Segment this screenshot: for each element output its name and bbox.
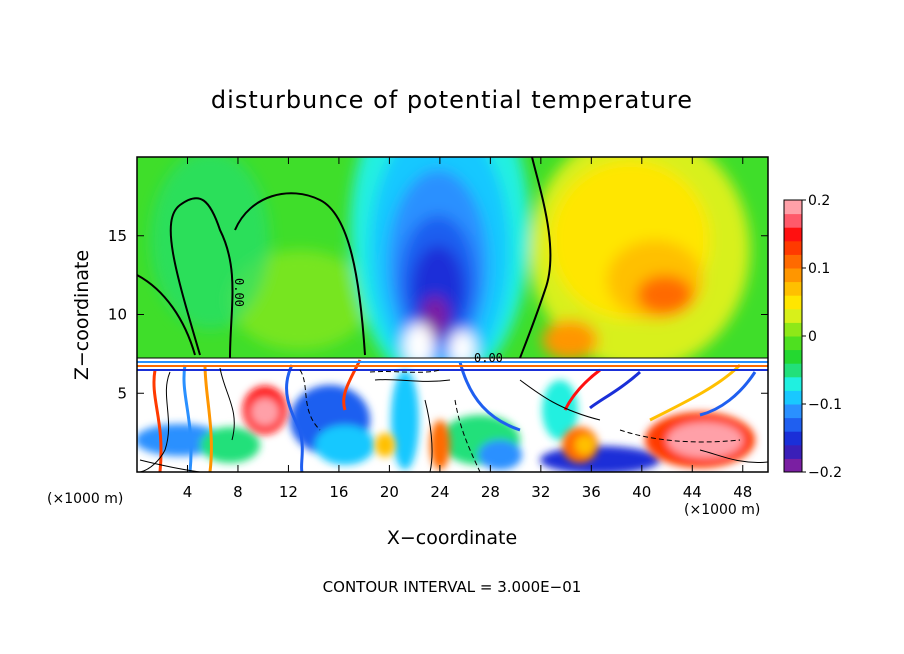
- colorbar-swatch: [784, 376, 802, 391]
- colorbar-swatch: [784, 200, 802, 215]
- x-tick-label: 12: [279, 483, 298, 501]
- y-tick-label: 10: [108, 306, 127, 324]
- upper-field: [137, 157, 768, 358]
- contour-zero-mid: [234, 192, 366, 356]
- y-tick-label: 15: [108, 227, 127, 245]
- x-tick-label: 36: [582, 483, 601, 501]
- colorbar-swatch: [784, 295, 802, 310]
- lower-field: [137, 358, 768, 472]
- colorbar-swatch: [784, 417, 802, 432]
- colorbar-swatch: [784, 308, 802, 323]
- colorbar-swatch: [784, 254, 802, 269]
- colorbar-swatch: [784, 227, 802, 242]
- contour-label-mid: 0.00: [474, 351, 503, 365]
- colorbar-swatch: [784, 336, 802, 351]
- colorbar-swatch: [784, 363, 802, 378]
- colorbar-swatch: [784, 458, 802, 473]
- colorbar-swatch: [784, 390, 802, 405]
- colorbar-swatch: [784, 240, 802, 255]
- x-tick-label: 20: [380, 483, 399, 501]
- x-tick-label: 16: [329, 483, 348, 501]
- x-unit-left: (×1000 m): [47, 491, 124, 507]
- colorbar-swatch: [784, 322, 802, 337]
- y-axis: 5 10 15: [108, 227, 768, 402]
- colorbar-swatch: [784, 444, 802, 459]
- colorbar-tick-label: 0.1: [808, 261, 830, 277]
- x-tick-label: 40: [632, 483, 651, 501]
- colorbar-swatch: [784, 404, 802, 419]
- contour-zero-right: [519, 157, 552, 358]
- colorbar-tick-label: 0: [808, 329, 817, 345]
- contour-interval-note: CONTOUR INTERVAL = 3.000E−01: [322, 578, 582, 596]
- colorbar-swatch: [784, 213, 802, 228]
- x-unit-right: (×1000 m): [684, 502, 761, 518]
- colorbar-tick-label: −0.2: [808, 465, 842, 481]
- colorbar-swatch: [784, 431, 802, 446]
- contour-label: 0.00: [232, 278, 246, 307]
- x-tick-label: 32: [531, 483, 550, 501]
- x-axis: 4 8 12 16 20 24 28 32 36 40 44 48: [183, 157, 752, 501]
- colorbar-swatch: [784, 268, 802, 283]
- x-tick-label: 44: [683, 483, 702, 501]
- y-axis-label: Z−coordinate: [71, 249, 93, 381]
- x-tick-label: 4: [183, 483, 193, 501]
- x-tick-label: 48: [733, 483, 752, 501]
- x-tick-label: 24: [430, 483, 449, 501]
- contour-zero-left: [169, 197, 234, 358]
- x-tick-label: 8: [233, 483, 243, 501]
- colorbar-swatch: [784, 281, 802, 296]
- x-axis-label: X−coordinate: [386, 527, 518, 549]
- colorbar-tick-label: −0.1: [808, 397, 842, 413]
- colorbar-tick-label: 0.2: [808, 193, 830, 209]
- contour-zero-far-left: [137, 274, 196, 356]
- x-tick-label: 28: [481, 483, 500, 501]
- colorbar: 0.2 0.1 0 −0.1 −0.2: [783, 193, 842, 481]
- chart-title: disturbunce of potential temperature: [210, 86, 694, 114]
- colorbar-swatch: [784, 349, 802, 364]
- y-tick-label: 5: [117, 384, 127, 402]
- interface-band: [137, 361, 768, 371]
